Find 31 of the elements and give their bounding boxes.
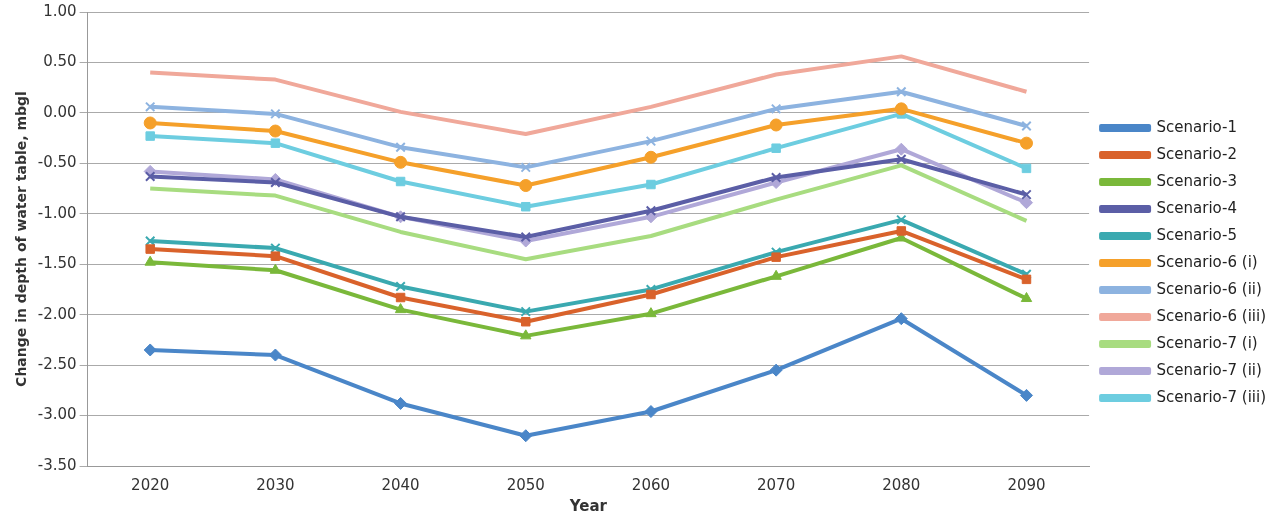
x-tick-label: 2070 — [757, 475, 796, 494]
legend-label: Scenario-7 (iii) — [1156, 387, 1267, 406]
x-tick-label: 2040 — [381, 475, 420, 494]
y-tick-label: 1.00 — [43, 1, 77, 20]
y-tick-label: -2.50 — [37, 355, 77, 373]
legend-label: Scenario-3 — [1156, 171, 1238, 190]
y-tick-label: -1.50 — [37, 254, 77, 273]
y-axis-title: Change in depth of water table, mbgl — [13, 91, 30, 387]
legend-label: Scenario-4 — [1156, 198, 1238, 217]
legend-label: Scenario-6 (i) — [1156, 252, 1258, 271]
y-tick-label: -2.00 — [37, 304, 77, 323]
x-tick-label: 2090 — [1007, 475, 1046, 494]
y-tick-label: -3.50 — [37, 455, 77, 474]
x-tick-label: 2080 — [882, 475, 921, 494]
y-tick-label: -3.00 — [37, 405, 77, 424]
x-tick-label: 2020 — [131, 475, 170, 494]
legend-label: Scenario-7 (i) — [1156, 333, 1258, 352]
legend-label: Scenario-6 (iii) — [1156, 306, 1267, 325]
x-tick-label: 2060 — [631, 475, 671, 494]
legend-label: Scenario-1 — [1156, 117, 1238, 136]
legend-label: Scenario-6 (ii) — [1156, 279, 1262, 298]
x-tick-label: 2030 — [256, 475, 295, 494]
x-axis-title: Year — [568, 496, 608, 515]
y-tick-label: -1.00 — [37, 203, 77, 222]
legend-label: Scenario-5 — [1156, 225, 1238, 244]
legend-label: Scenario-2 — [1156, 144, 1238, 163]
y-tick-label: 0.50 — [43, 52, 77, 71]
y-tick-label: -0.50 — [37, 153, 77, 172]
legend-label: Scenario-7 (ii) — [1156, 360, 1262, 379]
x-tick-label: 2050 — [506, 475, 545, 494]
y-tick-label: 0.00 — [43, 102, 77, 121]
